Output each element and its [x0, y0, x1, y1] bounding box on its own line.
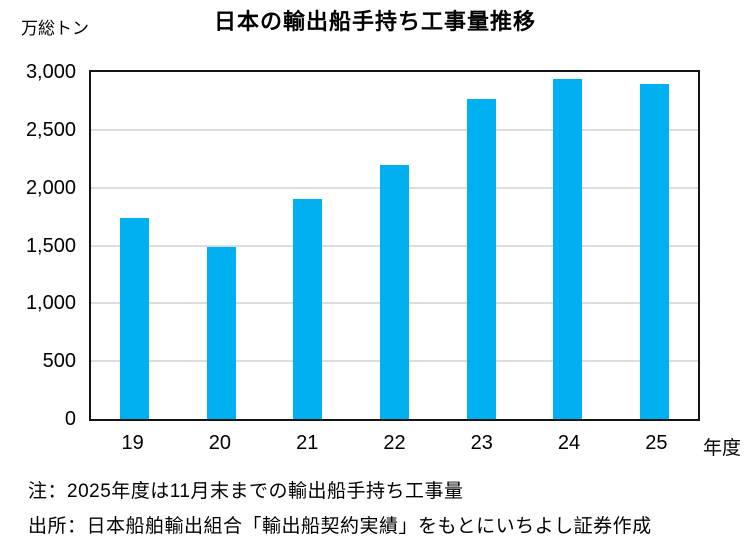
gridline [91, 128, 698, 131]
bar-21 [293, 199, 323, 419]
x-axis: 19 20 21 22 23 24 25 [89, 432, 700, 455]
plot-area [89, 70, 700, 421]
bar-slot [525, 72, 612, 419]
x-tick-label: 25 [645, 432, 668, 454]
x-tick-label: 21 [296, 432, 319, 454]
bar-24 [553, 78, 583, 419]
x-tick-label: 24 [557, 432, 581, 454]
y-tick-label: 2,000 [25, 176, 76, 199]
x-axis-unit-label: 年度 [703, 438, 742, 459]
bar-slot [351, 72, 438, 419]
bar-slot [178, 72, 265, 419]
bar-row [91, 72, 698, 419]
y-tick-label: 1,000 [25, 292, 76, 315]
bar-slot [438, 72, 525, 419]
y-axis: 0 500 1,000 1,500 2,000 2,500 3,000 [0, 0, 76, 548]
note-line: 注：2025年度は11月末までの輸出船手持ち工事量 [28, 481, 464, 502]
chart-title: 日本の輸出船手持ち工事量推移 [213, 9, 536, 34]
x-tick-label: 22 [383, 432, 406, 454]
y-tick-label: 1,500 [25, 234, 76, 257]
source-line: 出所：日本船舶輸出組合「輸出船契約実績」をもとにいちよし証券作成 [28, 516, 652, 537]
y-tick-label: 0 [64, 408, 76, 430]
x-tick-label: 23 [470, 432, 493, 454]
y-tick-label: 2,500 [25, 118, 76, 141]
x-tick-label: 19 [121, 432, 144, 454]
bar-25 [640, 83, 670, 419]
y-tick-label: 500 [42, 350, 76, 373]
bar-slot [611, 72, 698, 419]
bar-slot [91, 72, 178, 419]
bar-22 [380, 164, 410, 419]
y-tick-label: 3,000 [25, 61, 76, 83]
bar-23 [466, 98, 496, 419]
bar-19 [119, 217, 149, 419]
bar-20 [206, 246, 236, 419]
y-axis-unit-label: 万総トン [21, 19, 89, 38]
x-tick-label: 20 [208, 432, 232, 454]
bar-slot [264, 72, 351, 419]
